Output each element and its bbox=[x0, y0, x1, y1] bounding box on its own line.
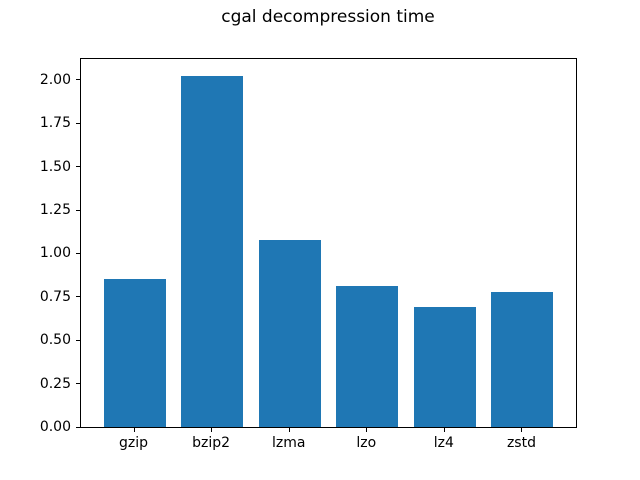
x-tick-label-lzma: lzma bbox=[271, 435, 306, 451]
bar-lzma bbox=[258, 239, 321, 427]
x-tick-label-lz4: lz4 bbox=[433, 435, 454, 451]
plot-area bbox=[80, 58, 577, 428]
x-tick-mark-lzo bbox=[366, 428, 368, 432]
y-tick-label-1.50: 1.50 bbox=[39, 158, 71, 175]
bar-gzip bbox=[103, 279, 166, 427]
y-tick-label-0.75: 0.75 bbox=[39, 288, 71, 305]
x-axis: gzip bzip2 lzma lzo lz4 zstd bbox=[80, 427, 576, 457]
bar-lzo bbox=[336, 286, 399, 427]
y-tick-label-1.75: 1.75 bbox=[39, 115, 71, 132]
x-tick-mark-zstd bbox=[521, 428, 523, 432]
y-tick-label-1.00: 1.00 bbox=[39, 245, 71, 262]
x-tick-label-bzip2: bzip2 bbox=[192, 435, 231, 451]
x-tick-mark-gzip bbox=[133, 428, 135, 432]
y-tick-mark-0.00 bbox=[76, 426, 80, 428]
y-tick-label-2.00: 2.00 bbox=[39, 71, 71, 88]
x-tick-label-lzo: lzo bbox=[356, 435, 377, 451]
y-tick-mark-1.25 bbox=[76, 209, 80, 211]
y-tick-label-1.25: 1.25 bbox=[39, 202, 71, 219]
x-tick-mark-lzma bbox=[288, 428, 290, 432]
x-tick-label-zstd: zstd bbox=[506, 435, 536, 451]
y-tick-label-0.25: 0.25 bbox=[39, 375, 71, 392]
y-tick-mark-1.00 bbox=[76, 252, 80, 254]
bar-zstd bbox=[491, 291, 554, 427]
bar-lz4 bbox=[413, 307, 476, 427]
bar-bzip2 bbox=[181, 76, 244, 427]
y-axis: 0.00 0.25 0.50 0.75 1.00 1.25 1.50 1.75 2.00 bbox=[0, 59, 80, 435]
x-tick-label-gzip: gzip bbox=[119, 435, 149, 451]
chart-title: cgal decompression time bbox=[221, 7, 435, 27]
y-tick-mark-0.50 bbox=[76, 339, 80, 341]
y-tick-mark-0.25 bbox=[76, 383, 80, 385]
y-tick-mark-1.50 bbox=[76, 166, 80, 168]
y-tick-label-0.50: 0.50 bbox=[39, 332, 71, 349]
y-tick-mark-2.00 bbox=[76, 79, 80, 81]
y-tick-mark-1.75 bbox=[76, 122, 80, 124]
x-tick-mark-lz4 bbox=[443, 428, 445, 432]
y-tick-label-0.00: 0.00 bbox=[39, 419, 71, 435]
y-tick-mark-0.75 bbox=[76, 296, 80, 298]
x-tick-mark-bzip2 bbox=[211, 428, 213, 432]
